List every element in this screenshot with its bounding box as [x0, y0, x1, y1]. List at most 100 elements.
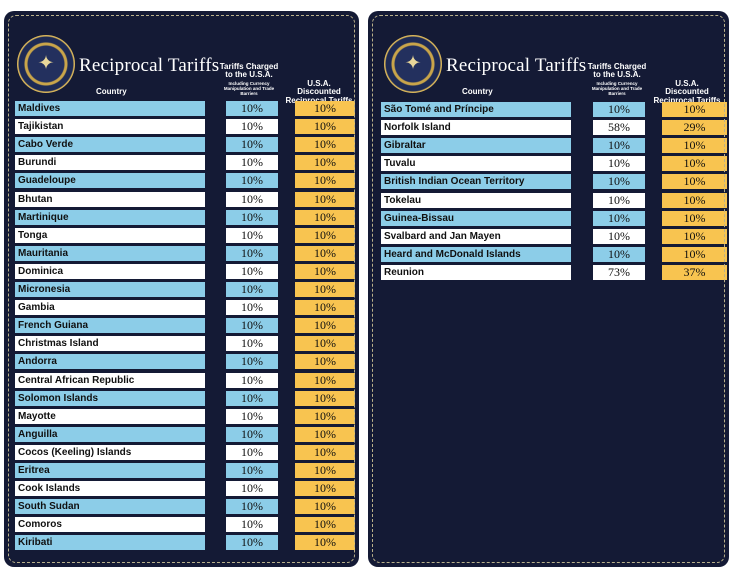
table-row: Tuvalu 10% 10% [381, 156, 727, 172]
country-name: Tonga [15, 227, 205, 243]
table-row: Martinique 10% 10% [15, 209, 355, 225]
charged-value: 10% [226, 282, 278, 297]
country-name: Christmas Island [15, 336, 205, 352]
country-name: Maldives [15, 101, 205, 116]
table-row: Comoros 10% 10% [15, 517, 355, 533]
country-name: Eritrea [15, 463, 205, 478]
presidential-seal-icon: ✦ [17, 35, 75, 93]
charged-value: 10% [226, 263, 278, 279]
charged-value: 10% [226, 119, 278, 135]
charged-value: 10% [226, 209, 278, 225]
table-row: South Sudan 10% 10% [15, 499, 355, 515]
country-name: British Indian Ocean Territory [381, 174, 571, 190]
panel-title: Reciprocal Tariffs [446, 55, 587, 76]
discounted-value: 10% [662, 174, 727, 190]
country-name: Gambia [15, 300, 205, 316]
discounted-value: 10% [295, 245, 355, 261]
table-row: Dominica 10% 10% [15, 263, 355, 279]
country-name: São Tomé and Príncipe [381, 102, 571, 117]
discounted-value: 10% [295, 300, 355, 316]
discounted-value: 10% [295, 173, 355, 189]
discounted-value: 10% [662, 246, 727, 262]
discounted-value: 10% [295, 517, 355, 533]
country-name: Solomon Islands [15, 390, 205, 406]
header-charged: Tariffs Charged to the U.S.A. Including … [217, 62, 281, 97]
discounted-value: 37% [662, 264, 727, 280]
discounted-value: 10% [295, 119, 355, 135]
country-name: Reunion [381, 264, 571, 280]
table-row: Tonga 10% 10% [15, 227, 355, 243]
discounted-value: 10% [662, 138, 727, 154]
charged-value: 58% [593, 120, 645, 136]
discounted-value: 10% [295, 263, 355, 279]
discounted-value: 10% [295, 209, 355, 225]
country-name: Dominica [15, 263, 205, 279]
discounted-value: 10% [662, 156, 727, 172]
discounted-value: 10% [662, 102, 727, 117]
header-discounted: U.S.A. Discounted Reciprocal Tariffs [286, 79, 353, 104]
country-name: Anguilla [15, 426, 205, 442]
table-row: Guadeloupe 10% 10% [15, 173, 355, 189]
charged-value: 10% [226, 173, 278, 189]
table-row: Guinea-Bissau 10% 10% [381, 210, 727, 226]
charged-value: 10% [226, 155, 278, 171]
discounted-value: 10% [295, 336, 355, 352]
country-name: Burundi [15, 155, 205, 171]
country-name: Guadeloupe [15, 173, 205, 189]
charged-value: 10% [226, 517, 278, 533]
discounted-value: 10% [295, 535, 355, 551]
charged-value: 10% [593, 102, 645, 117]
presidential-seal-icon: ✦ [384, 35, 442, 93]
charged-value: 10% [226, 300, 278, 316]
charged-value: 10% [226, 101, 278, 116]
country-name: Andorra [15, 354, 205, 370]
table-row: Eritrea 10% 10% [15, 463, 355, 478]
header-country: Country [462, 87, 493, 96]
country-name: Kiribati [15, 535, 205, 551]
header-country: Country [96, 87, 127, 96]
tariff-panel-right: ✦ Reciprocal Tariffs Country Tariffs Cha… [368, 11, 729, 567]
discounted-value: 10% [662, 228, 727, 244]
country-name: French Guiana [15, 318, 205, 334]
discounted-value: 10% [295, 155, 355, 171]
table-row: Micronesia 10% 10% [15, 282, 355, 297]
table-row: Cook Islands 10% 10% [15, 481, 355, 497]
discounted-value: 10% [295, 390, 355, 406]
discounted-value: 10% [295, 372, 355, 388]
table-row: Kiribati 10% 10% [15, 535, 355, 551]
table-row: Burundi 10% 10% [15, 155, 355, 171]
discounted-value: 10% [295, 463, 355, 478]
header-charged-label: Tariffs Charged to the U.S.A. [587, 62, 647, 80]
discounted-value: 29% [662, 120, 727, 136]
charged-value: 10% [226, 535, 278, 551]
charged-value: 10% [226, 354, 278, 370]
country-name: Martinique [15, 209, 205, 225]
charged-value: 10% [226, 390, 278, 406]
table-row: São Tomé and Príncipe 10% 10% [381, 102, 727, 117]
charged-value: 10% [226, 499, 278, 515]
country-name: Mauritania [15, 245, 205, 261]
header-charged-label: Tariffs Charged to the U.S.A. [219, 62, 279, 80]
charged-value: 10% [226, 245, 278, 261]
country-name: Tokelau [381, 192, 571, 208]
table-row: French Guiana 10% 10% [15, 318, 355, 334]
table-row: Gibraltar 10% 10% [381, 138, 727, 154]
charged-value: 10% [226, 408, 278, 424]
charged-value: 10% [593, 228, 645, 244]
table-row: Heard and McDonald Islands 10% 10% [381, 246, 727, 262]
charged-value: 10% [226, 336, 278, 352]
discounted-value: 10% [295, 408, 355, 424]
header-charged-sub: Including Currency Manipulation and Trad… [223, 80, 275, 97]
country-name: Tuvalu [381, 156, 571, 172]
country-name: Tajikistan [15, 119, 205, 135]
discounted-value: 10% [295, 191, 355, 207]
table-row: British Indian Ocean Territory 10% 10% [381, 174, 727, 190]
charged-value: 10% [593, 192, 645, 208]
table-row: Norfolk Island 58% 29% [381, 120, 727, 136]
country-name: Bhutan [15, 191, 205, 207]
table-row: Reunion 73% 37% [381, 264, 727, 280]
charged-value: 10% [226, 137, 278, 153]
table-row: Bhutan 10% 10% [15, 191, 355, 207]
table-row: Tajikistan 10% 10% [15, 119, 355, 135]
discounted-value: 10% [295, 354, 355, 370]
